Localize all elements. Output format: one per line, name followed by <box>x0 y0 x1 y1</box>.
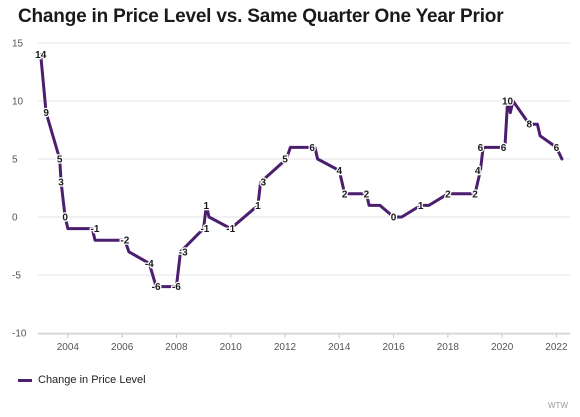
grid-layer <box>38 42 570 334</box>
x-tick-label: 2020 <box>491 342 514 353</box>
x-tick-label: 2018 <box>437 342 460 353</box>
data-label: -1 <box>91 224 100 235</box>
data-label: 2 <box>342 189 348 200</box>
x-tick-label: 2004 <box>57 342 80 353</box>
data-label: 9 <box>43 108 49 119</box>
data-label: 5 <box>57 155 63 166</box>
data-label: 0 <box>62 213 68 224</box>
data-label: 0 <box>391 213 397 224</box>
data-label: 2 <box>364 189 370 200</box>
data-labels: 14 9 5 3 0 -1 -2 -4 -6 -6 -3 1 -1 -1 1 3 5 6 4 2 2 0 1 2 2 4 6 6 10 8… <box>34 49 561 295</box>
y-tick-label: 0 <box>12 213 18 224</box>
data-label: -6 <box>152 282 161 293</box>
legend: Change in Price Level <box>18 374 146 386</box>
data-label: -3 <box>179 247 188 258</box>
y-axis: 15 10 5 0 -5 -10 <box>12 39 27 340</box>
data-label: 1 <box>204 201 210 212</box>
legend-label: Change in Price Level <box>38 374 146 386</box>
data-label: -4 <box>145 259 154 270</box>
data-label: 10 <box>502 97 514 108</box>
data-label: 3 <box>58 178 64 189</box>
data-label: 6 <box>501 143 507 154</box>
data-label: 4 <box>337 166 343 177</box>
x-tick-label: 2022 <box>545 342 568 353</box>
y-tick-label: 5 <box>12 155 18 166</box>
data-label: 3 <box>261 178 267 189</box>
chart-title: Change in Price Level vs. Same Quarter O… <box>18 6 504 27</box>
x-axis: 2004 2006 2008 2010 2012 2014 2016 2018 2020 2022 <box>38 333 570 353</box>
data-label: 6 <box>478 143 484 154</box>
data-label: 6 <box>309 143 315 154</box>
data-label: -1 <box>200 224 209 235</box>
x-tick-label: 2008 <box>165 342 188 353</box>
series-layer <box>39 53 564 289</box>
data-label: -2 <box>120 236 129 247</box>
y-tick-label: 15 <box>12 39 24 50</box>
x-tick-label: 2016 <box>382 342 405 353</box>
x-tick-label: 2006 <box>111 342 134 353</box>
data-label: -6 <box>172 282 181 293</box>
x-tick-label: 2010 <box>220 342 243 353</box>
x-tick-label: 2012 <box>274 342 297 353</box>
y-tick-label: 10 <box>12 97 24 108</box>
data-label: 14 <box>35 50 47 61</box>
x-tick-label: 2014 <box>328 342 351 353</box>
series-line <box>39 53 564 289</box>
data-label: 1 <box>418 201 424 212</box>
data-label: 1 <box>255 201 261 212</box>
legend-swatch <box>18 378 32 382</box>
y-tick-label: -5 <box>12 271 21 282</box>
data-label: 8 <box>527 120 533 131</box>
data-label: 5 <box>282 155 288 166</box>
data-label: -1 <box>226 224 235 235</box>
source-credit: WTW <box>548 401 568 410</box>
data-label: 4 <box>475 166 481 177</box>
y-tick-label: -10 <box>12 329 27 340</box>
data-label: 2 <box>445 189 451 200</box>
data-label: 2 <box>472 189 478 200</box>
data-label: 6 <box>554 143 560 154</box>
